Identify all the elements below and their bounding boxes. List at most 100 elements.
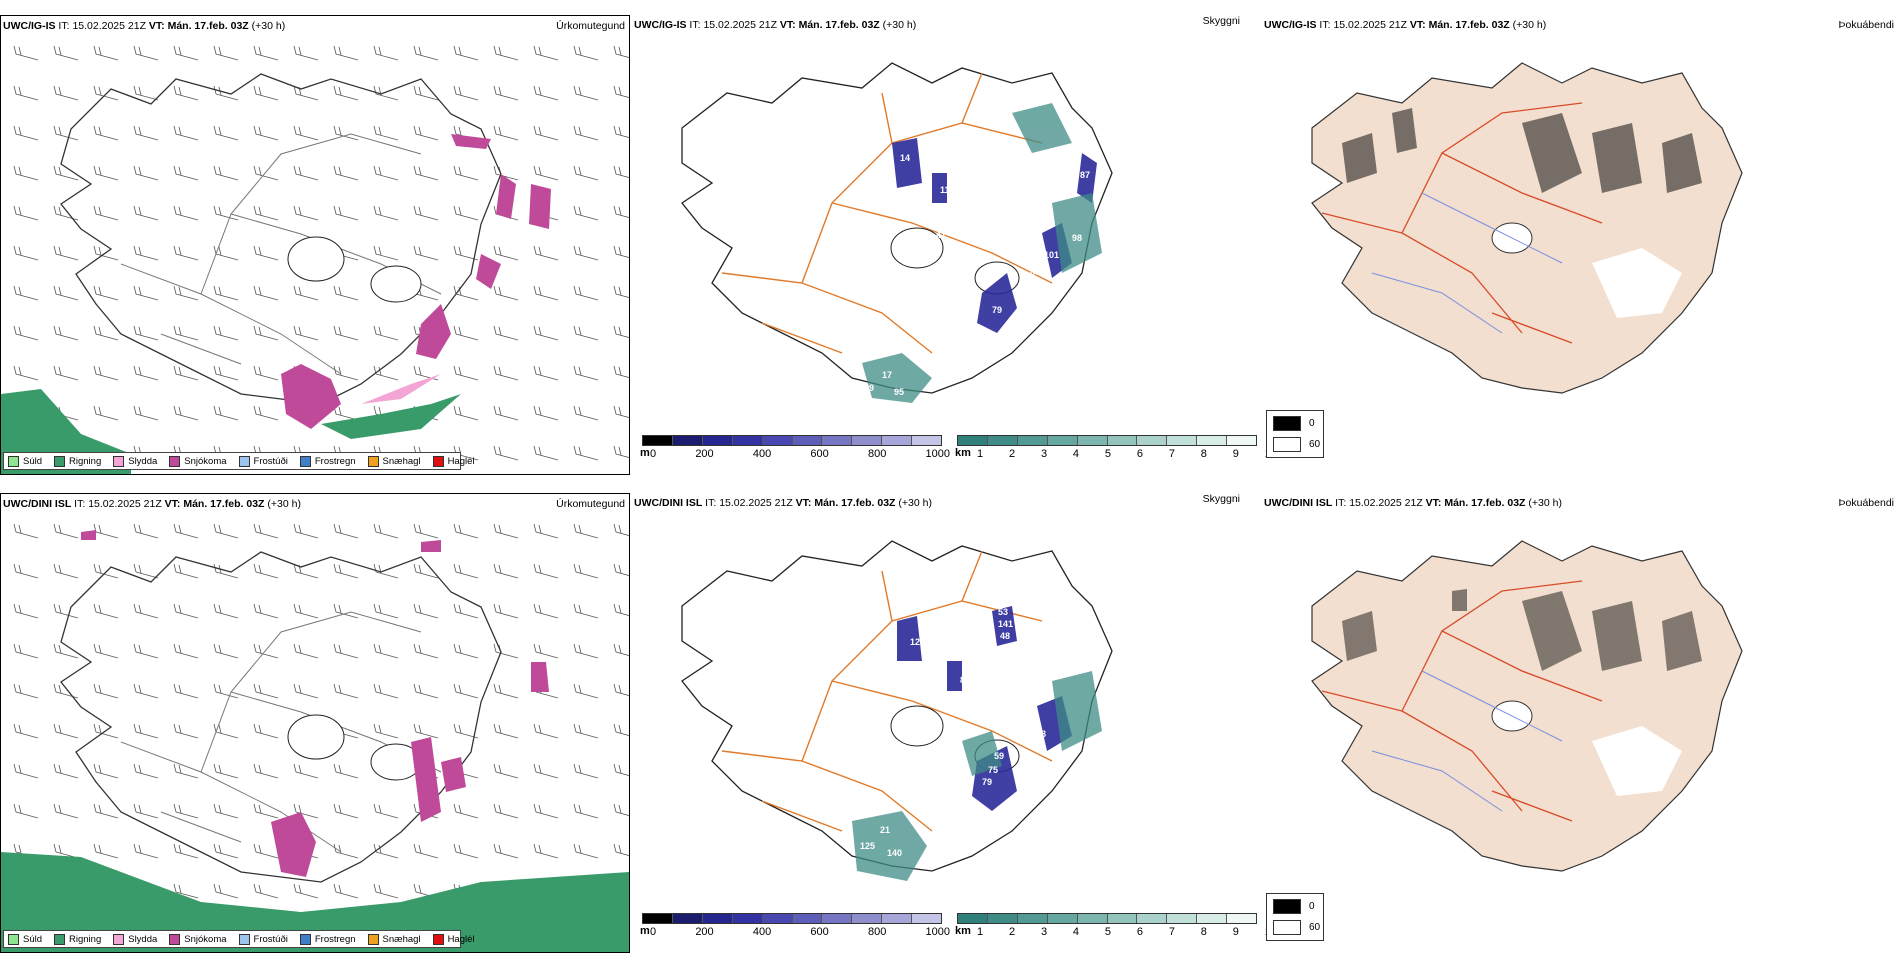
wind-barb [253, 205, 279, 221]
wind-barb [253, 85, 279, 101]
svg-text:14: 14 [900, 153, 910, 163]
wind-barb [13, 85, 39, 101]
ceiling-value-labels: 17 39 95 41 14 11 101 80 60 79 98 87 [864, 153, 1090, 397]
legend-swatch [8, 933, 19, 945]
svg-text:82: 82 [960, 675, 970, 685]
wind-barb [413, 125, 439, 141]
wind-barb [93, 285, 119, 301]
wind-barb [293, 325, 319, 341]
wind-barb [253, 723, 279, 739]
wind-barb [573, 45, 599, 61]
ceiling-visibility-panel-top: UWC/IG-IS IT: 15.02.2025 21Z VT: Mán. 17… [632, 15, 1277, 475]
wind-barb [133, 165, 159, 181]
panel-title: Þokuábendi [1838, 19, 1894, 31]
fog-legend-bottom: 0 60 [1266, 893, 1324, 941]
iceland-fog-map [1311, 540, 1743, 872]
glacier-outline [370, 265, 422, 303]
svg-text:59: 59 [994, 751, 1004, 761]
wind-barb [173, 125, 199, 141]
wind-barb [253, 523, 279, 539]
wind-barb [293, 683, 319, 699]
wind-barb [373, 603, 399, 619]
wind-barb [373, 843, 399, 859]
wind-barb [173, 883, 199, 899]
wind-barb [373, 365, 399, 381]
wind-barb [13, 245, 39, 261]
wind-barb [533, 405, 559, 421]
wind-barb [253, 763, 279, 779]
wind-barb [453, 563, 479, 579]
wind-barb [93, 85, 119, 101]
wind-barb [573, 763, 599, 779]
wind-barb [573, 803, 599, 819]
wind-barb [493, 723, 519, 739]
wind-barb [293, 205, 319, 221]
iceland-precip-map [1, 45, 629, 474]
panel-title: Úrkomutegund [556, 20, 625, 32]
wind-barb [133, 285, 159, 301]
panel-header: UWC/DINI ISL IT: 15.02.2025 21Z VT: Mán.… [3, 498, 301, 510]
ceiling-scale: m 0 200 400 600 800 1000 [640, 913, 950, 938]
wind-barb [533, 643, 559, 659]
wind-barb [293, 285, 319, 301]
wind-barb [53, 85, 79, 101]
wind-barb [373, 205, 399, 221]
wind-barb [493, 843, 519, 859]
wind-barb [53, 723, 79, 739]
wind-barb [213, 763, 239, 779]
iceland-ceiling-map: 125 140 21 75 79 59 68 82 44 12 141 48 5… [681, 540, 1113, 881]
wind-barb [173, 603, 199, 619]
iceland-ceiling-map: 17 39 95 41 14 11 101 80 60 79 98 87 [681, 62, 1113, 403]
legend-swatch [8, 455, 19, 467]
svg-text:98: 98 [1072, 233, 1082, 243]
wind-barb [373, 883, 399, 899]
wind-barb [213, 165, 239, 181]
iceland-precip-map [1, 523, 629, 952]
wind-barb [133, 603, 159, 619]
wind-barb [173, 245, 199, 261]
wind-barb [93, 523, 119, 539]
legend-swatch [169, 455, 181, 467]
legend-item: Frostregn [299, 455, 356, 467]
wind-barb [573, 205, 599, 221]
fog-legend-item: 0 [1273, 416, 1315, 431]
svg-text:79: 79 [992, 305, 1002, 315]
ceiling-value-labels: 125 140 21 75 79 59 68 82 44 12 141 48 5… [860, 607, 1046, 858]
wind-barb [573, 125, 599, 141]
wind-barb [93, 803, 119, 819]
legend-swatch [238, 455, 250, 467]
wind-barb [13, 523, 39, 539]
wind-barb [213, 523, 239, 539]
wind-barb [13, 45, 39, 61]
wind-barb [533, 85, 559, 101]
wind-barb [293, 643, 319, 659]
visibility-scale: km 12345678910 [955, 435, 1277, 460]
svg-text:141: 141 [998, 619, 1013, 629]
panel-header: UWC/IG-IS IT: 15.02.2025 21Z VT: Mán. 17… [634, 19, 917, 31]
wind-barb [573, 165, 599, 181]
legend-swatch [299, 933, 311, 945]
wind-barb [133, 723, 159, 739]
wind-barb [573, 85, 599, 101]
wind-barb [53, 365, 79, 381]
wind-barb [253, 125, 279, 141]
legend-item: Snjókoma [169, 933, 227, 945]
svg-text:21: 21 [880, 825, 890, 835]
wind-barb [53, 683, 79, 699]
wind-barb [373, 523, 399, 539]
wind-barb [93, 643, 119, 659]
wind-barb [573, 563, 599, 579]
svg-text:48: 48 [1000, 631, 1010, 641]
wind-barb [13, 165, 39, 181]
wind-barb [93, 125, 119, 141]
wind-barb [533, 45, 559, 61]
wind-barb [573, 445, 599, 461]
wind-barb [533, 125, 559, 141]
wind-barb [493, 405, 519, 421]
wind-barb [613, 723, 629, 736]
wind-barb [613, 365, 629, 378]
legend-item: Rigning [54, 933, 101, 945]
panel-header: UWC/IG-IS IT: 15.02.2025 21Z VT: Mán. 17… [3, 20, 286, 32]
wind-barb [333, 803, 359, 819]
wind-barb [173, 85, 199, 101]
